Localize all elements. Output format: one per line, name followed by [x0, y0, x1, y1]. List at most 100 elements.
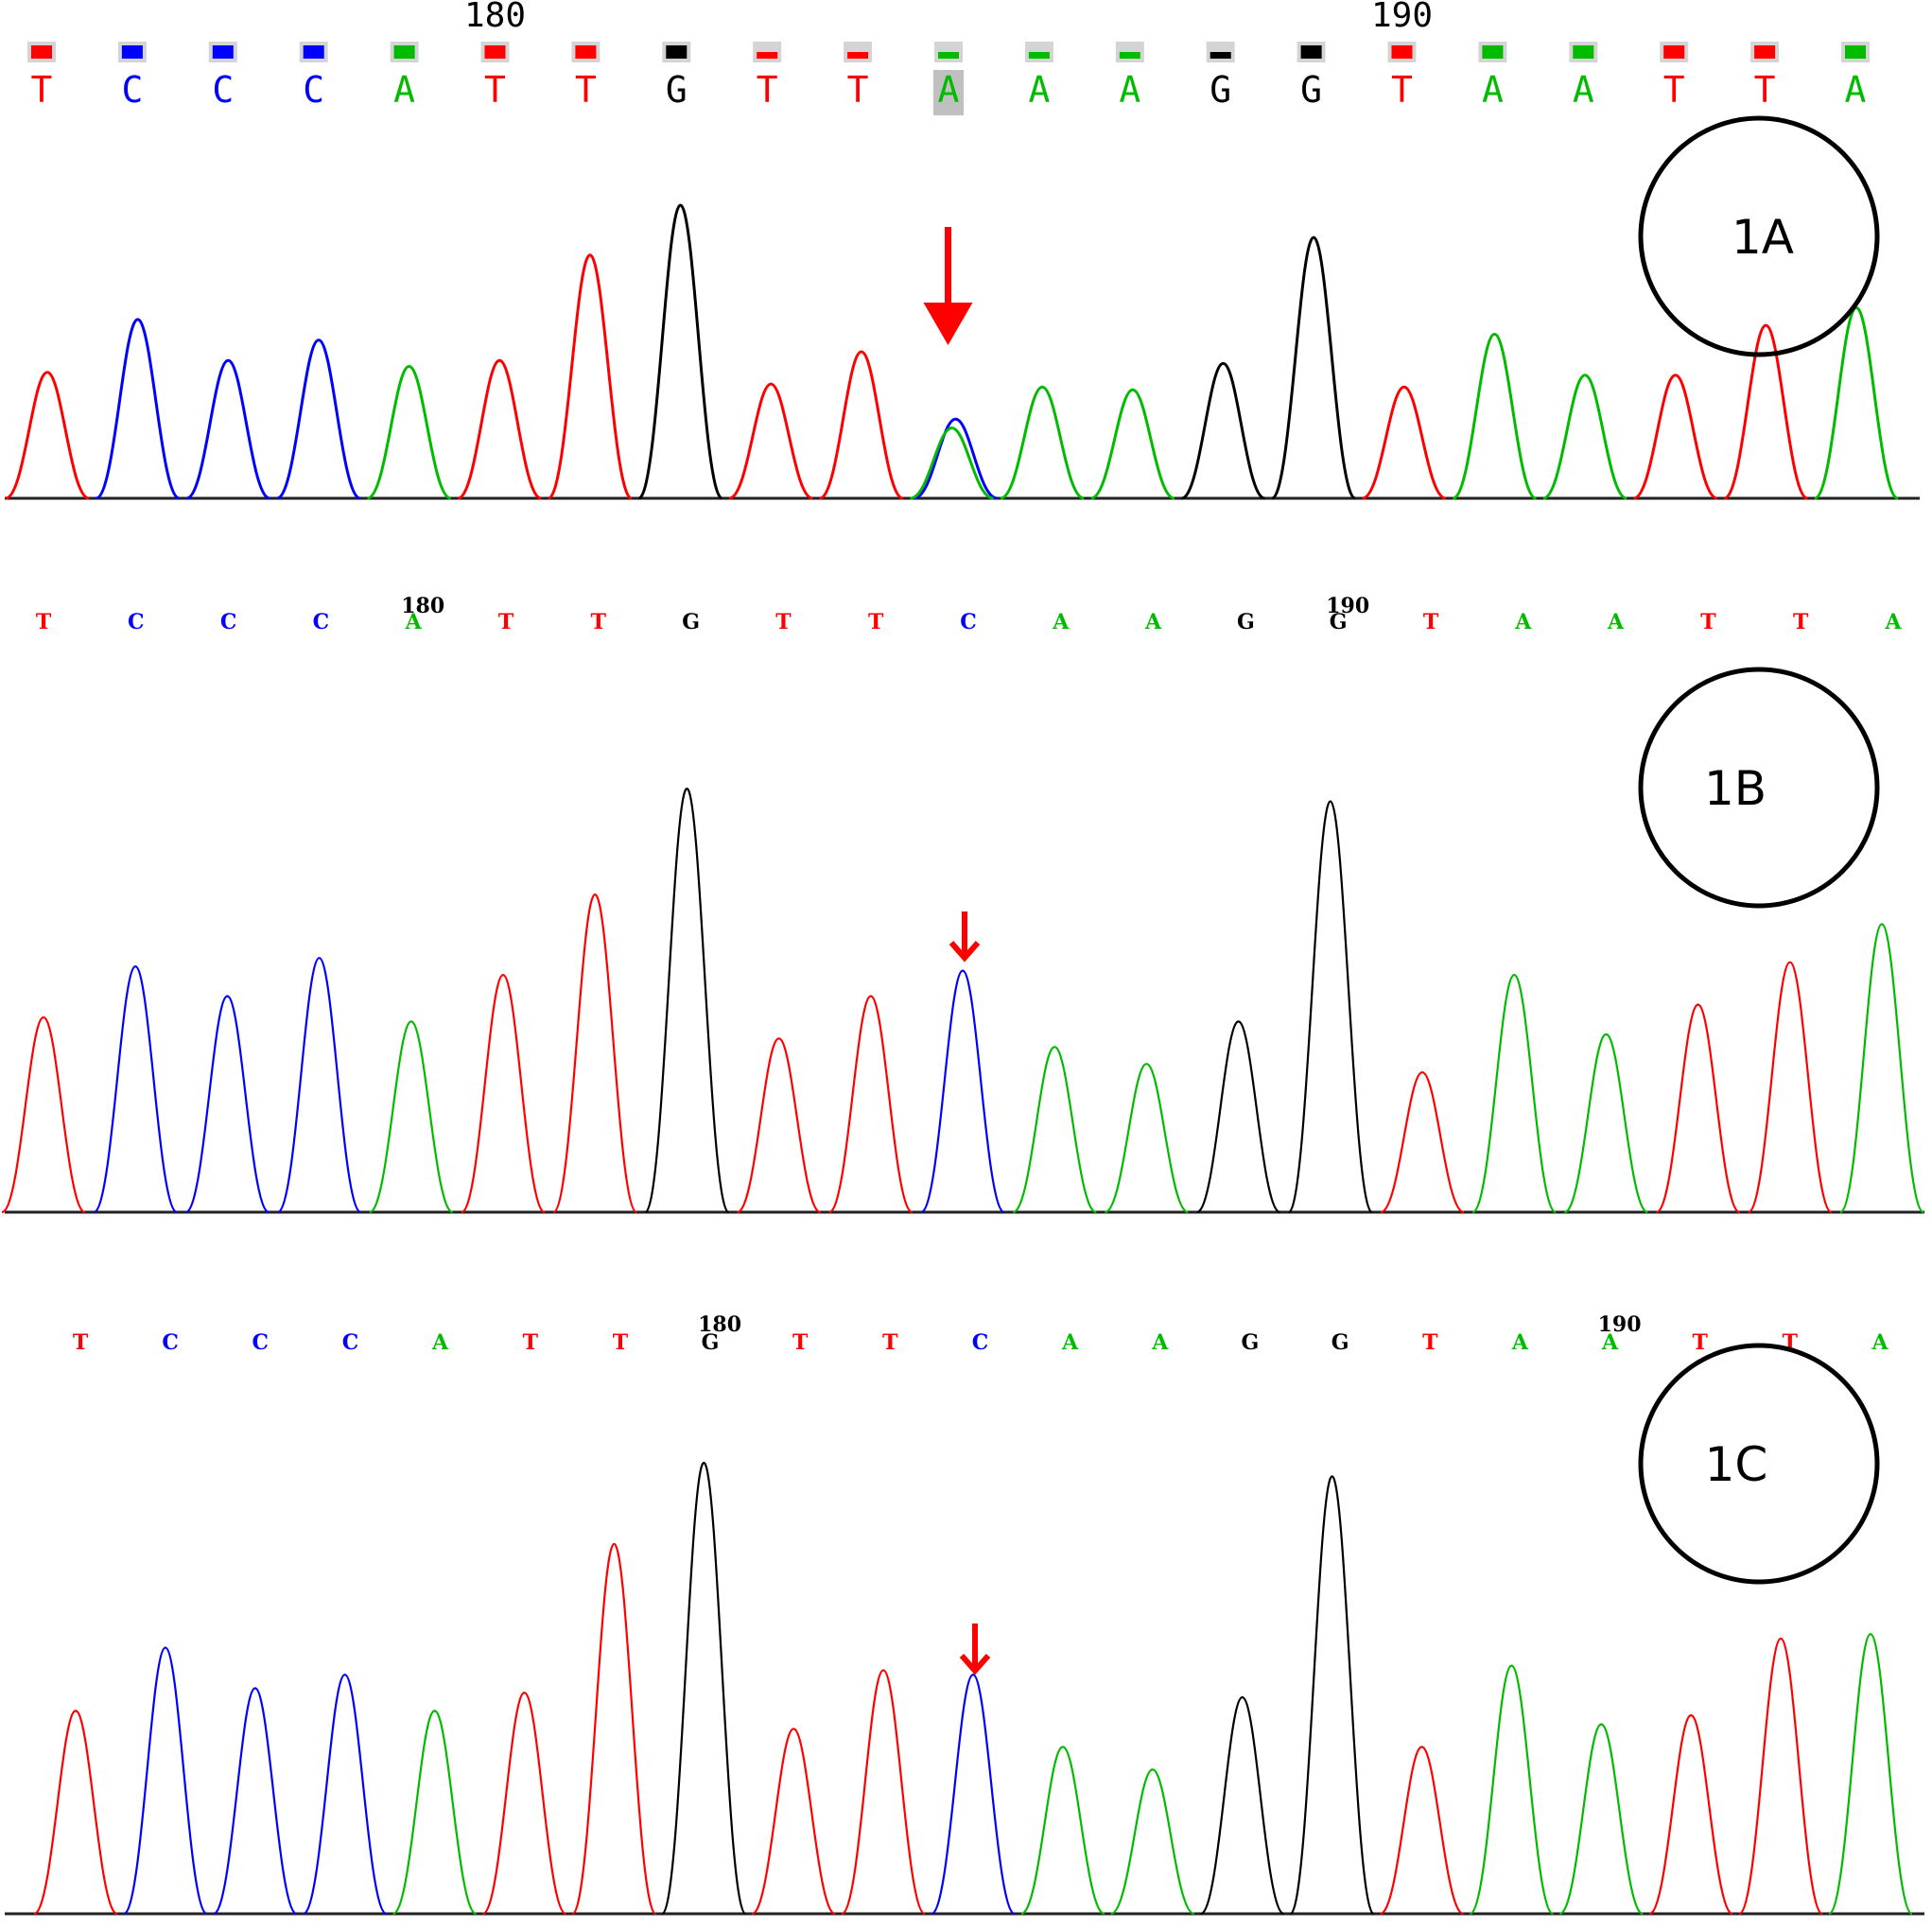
- trace-peak: [366, 364, 452, 500]
- trace-peak: [33, 1710, 118, 1916]
- trace-peak: [828, 995, 914, 1214]
- quality-bar: [1028, 52, 1050, 59]
- trace-peak: [122, 1646, 208, 1916]
- base-call: C: [972, 1330, 989, 1355]
- trace-peak: [1814, 305, 1899, 500]
- quality-bar: [1210, 52, 1231, 59]
- trace-peak: [1090, 388, 1175, 500]
- trace-peak: [1, 1016, 86, 1214]
- trace-peak: [931, 1674, 1016, 1916]
- base-call: A: [1514, 610, 1532, 634]
- trace-peak: [1656, 1003, 1741, 1214]
- quality-bar: [484, 45, 506, 59]
- variant-arrow-head: [959, 1654, 991, 1675]
- trace-peak: [1196, 1020, 1281, 1214]
- position-tick-label: 180: [464, 0, 526, 35]
- base-call: G: [1210, 69, 1231, 111]
- quality-bar: [847, 52, 869, 59]
- base-call: T: [792, 1330, 809, 1355]
- base-call: C: [220, 610, 237, 634]
- trace-peak: [481, 1692, 567, 1916]
- quality-bar: [1573, 45, 1594, 59]
- trace-peak: [571, 1542, 657, 1916]
- trace-peak: [1633, 373, 1718, 500]
- trace-peak: [910, 426, 994, 500]
- base-call: A: [1511, 1330, 1529, 1355]
- trace-peak: [661, 1461, 747, 1916]
- variant-arrow-head: [949, 941, 981, 963]
- panel-label-circle: [1638, 115, 1880, 357]
- panel-1A: T C C C A T T G T T A A A G G T A A T T A 180 190 1A: [5, 0, 1920, 500]
- trace-peak: [303, 1674, 388, 1916]
- panel-label: 1B: [1704, 761, 1767, 816]
- base-call: A: [938, 69, 960, 111]
- base-call: T: [1663, 69, 1685, 111]
- quality-bar: [1300, 45, 1322, 59]
- base-call: A: [1061, 1330, 1079, 1355]
- base-call: T: [1422, 1330, 1438, 1355]
- position-tick-label: 180: [401, 594, 444, 618]
- trace-peak: [1362, 385, 1447, 500]
- position-tick-label: 190: [1598, 1312, 1642, 1337]
- highlighted-base-background: [933, 70, 964, 115]
- trace-peak: [1558, 1723, 1644, 1916]
- trace-peak: [1469, 1664, 1554, 1916]
- base-call: T: [757, 69, 778, 111]
- trace-peak: [548, 253, 633, 500]
- base-call: A: [1028, 69, 1050, 111]
- panel-label-circle: [1638, 1343, 1880, 1585]
- base-call: C: [162, 1330, 179, 1355]
- trace-peak: [1287, 800, 1373, 1214]
- trace-peak: [1379, 1745, 1465, 1916]
- panel-label-circle: [1638, 667, 1880, 909]
- quality-bar: [121, 45, 143, 59]
- trace-peak: [392, 1710, 478, 1916]
- trace-peak: [728, 382, 813, 500]
- base-call: A: [1119, 69, 1140, 111]
- trace-peak: [1012, 1046, 1097, 1214]
- base-call: G: [1237, 610, 1255, 634]
- base-call: C: [342, 1330, 359, 1355]
- trace-peak: [1380, 1071, 1465, 1214]
- trace-peak: [93, 965, 178, 1214]
- quality-bar: [1391, 45, 1413, 59]
- base-call: A: [1151, 1330, 1169, 1355]
- base-call: A: [405, 610, 423, 634]
- trace-peak: [5, 371, 90, 500]
- trace-peak: [1738, 1637, 1824, 1916]
- base-call: T: [847, 69, 869, 111]
- base-call: T: [523, 1330, 539, 1355]
- quality-bar: [575, 45, 597, 59]
- base-call: T: [484, 69, 506, 111]
- base-call: A: [393, 69, 415, 111]
- base-call: T: [591, 610, 607, 634]
- quality-bar: [1754, 45, 1776, 59]
- quality-bar: [393, 45, 415, 59]
- trace-peak: [1104, 1063, 1189, 1214]
- base-call: A: [1884, 610, 1902, 634]
- trace-peak: [1000, 385, 1085, 500]
- base-call: T: [882, 1330, 898, 1355]
- trace-peak: [644, 787, 730, 1214]
- trace-peak: [737, 1037, 822, 1214]
- base-call: C: [252, 1330, 270, 1355]
- base-call: T: [36, 610, 52, 634]
- base-call: A: [431, 1330, 449, 1355]
- trace-peak: [1289, 1475, 1375, 1916]
- trace-peak: [1838, 923, 1925, 1214]
- trace-peak: [184, 995, 270, 1214]
- base-call: C: [313, 610, 330, 634]
- trace-peak: [1200, 1695, 1285, 1916]
- base-call: T: [1700, 610, 1716, 634]
- trace-peak: [920, 969, 1005, 1214]
- base-call: C: [121, 69, 143, 111]
- trace-peak: [1748, 961, 1833, 1214]
- trace-peak: [213, 1687, 298, 1916]
- trace-peak: [841, 1669, 926, 1916]
- base-call: G: [682, 610, 700, 634]
- base-call: C: [128, 610, 145, 634]
- trace-peak: [1563, 1033, 1648, 1214]
